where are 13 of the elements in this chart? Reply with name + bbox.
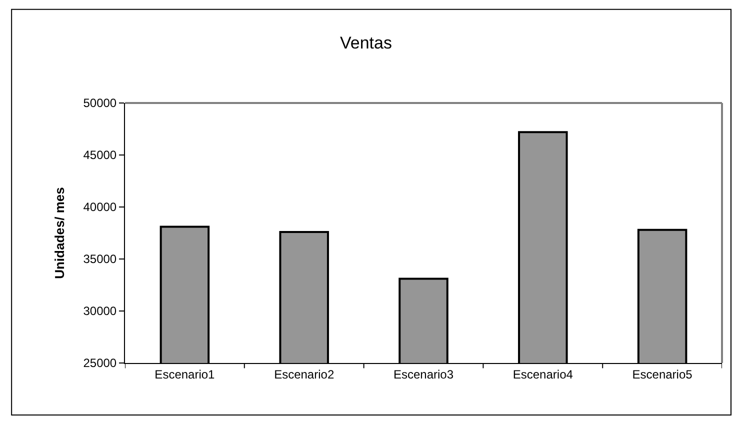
- chart-title: Ventas: [340, 33, 392, 52]
- x-tick-label: Escenario2: [274, 367, 334, 382]
- y-axis-title: Unidades/ mes: [52, 187, 68, 279]
- y-tick-label: 50000: [83, 96, 117, 110]
- x-tick-label: Escenario4: [512, 367, 574, 382]
- x-tick-label: Escenario1: [154, 367, 216, 382]
- y-tick-label: 30000: [83, 304, 117, 318]
- y-tick-label: 25000: [83, 356, 117, 370]
- y-tick-label: 40000: [83, 200, 117, 214]
- y-tick-label: 45000: [83, 148, 117, 162]
- x-tick-label: Escenario5: [632, 367, 693, 382]
- x-tick-label: Escenario3: [393, 367, 454, 382]
- y-tick-label: 35000: [83, 252, 117, 266]
